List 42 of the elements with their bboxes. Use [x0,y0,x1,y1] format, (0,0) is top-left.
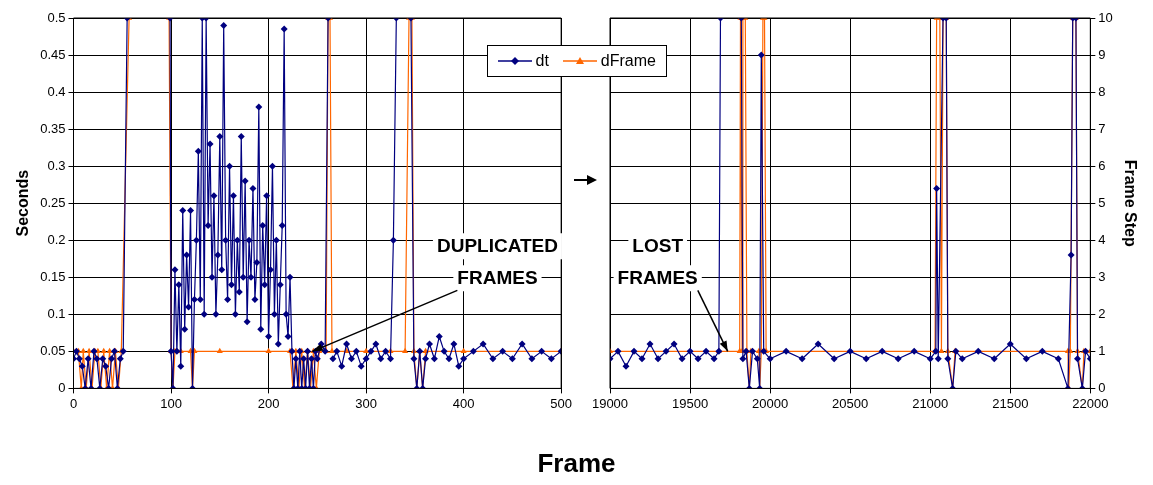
y2-tick-label: 2 [1098,305,1106,321]
x-tick-label: 0 [69,395,78,411]
y2-tick-label: 9 [1098,46,1106,62]
y-tick-label: 0.3 [47,157,66,173]
x-tick-label: 21500 [992,395,1029,411]
x-axis-title: Frame [536,448,617,479]
y2-tick-label: 7 [1098,120,1106,136]
y-tick-label: 0.1 [47,305,66,321]
y2-axis-title: Frame Step [1121,159,1139,247]
y-tick-label: 0.35 [40,120,66,136]
y-tick-label: 0.45 [40,46,66,62]
y2-tick-label: 10 [1098,9,1113,25]
x-tick-label: 19000 [591,395,629,411]
x-tick-label: 20000 [752,395,789,411]
y-tick-label: 0.25 [40,194,66,210]
x-tick-label: 21000 [912,395,949,411]
y-axis-title: Seconds [14,169,32,237]
y-tick-label: 0.4 [47,83,66,99]
x-tick-label: 200 [257,395,280,411]
x-tick-label: 22000 [1072,395,1109,411]
y-tick-label: 0.15 [40,268,66,284]
y-tick-label: 0.2 [47,231,66,247]
y-tick-label: 0.5 [47,9,66,25]
x-tick-label: 19500 [671,395,709,411]
y-tick-label: 0.05 [40,342,66,358]
annotation: DUPLICATED FRAMES [436,234,558,288]
x-tick-label: 500 [550,395,573,411]
y2-tick-label: 5 [1098,194,1106,210]
y2-tick-label: 6 [1098,157,1106,173]
x-tick-label: 400 [452,395,475,411]
x-tick-label: 300 [355,395,377,411]
y2-tick-label: 8 [1098,83,1106,99]
annotation: LOST FRAMES [617,234,698,288]
x-tick-label: 100 [160,395,182,411]
x-tick-label: 20500 [832,395,869,411]
y2-tick-label: 4 [1098,231,1106,247]
y-tick-label: 0 [58,379,66,395]
y2-tick-label: 3 [1098,268,1106,284]
legend-label: dt [535,52,549,70]
legend-label: dFrame [600,52,656,70]
y2-tick-label: 0 [1098,379,1106,395]
y2-tick-label: 1 [1098,342,1106,358]
